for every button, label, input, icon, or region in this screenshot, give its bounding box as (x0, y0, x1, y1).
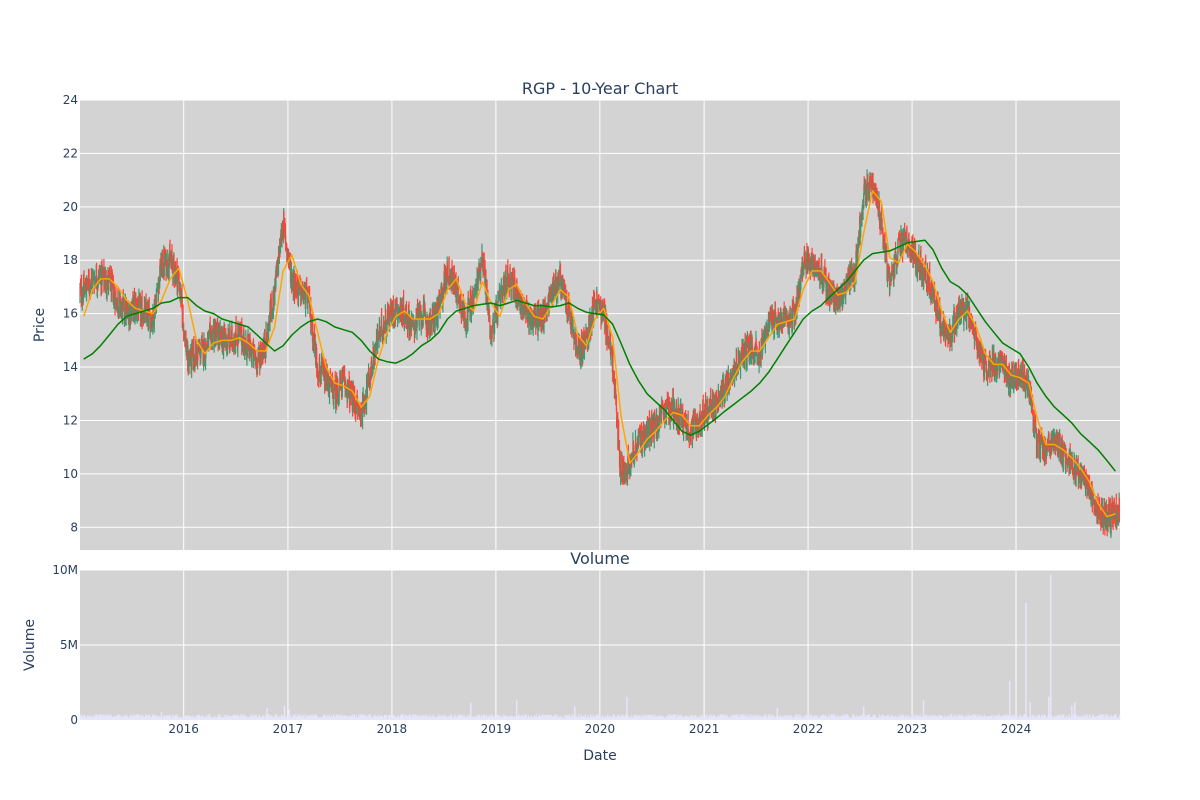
volume-x-tick-label: 2022 (793, 722, 824, 736)
price-y-tick-label: 24 (63, 93, 78, 107)
volume-y-tick-label: 10M (52, 563, 78, 577)
price-y-tick-label: 22 (63, 146, 78, 160)
volume-x-tick-label: 2018 (377, 722, 408, 736)
volume-x-ticks: 2016 2017 2018 2019 2020 2021 2022 2023 2024 (168, 722, 1031, 736)
volume-chart-title: Volume (570, 549, 630, 568)
volume-y-axis-title: Volume (22, 619, 38, 671)
price-y-tick-label: 14 (63, 360, 78, 374)
price-y-tick-label: 20 (63, 200, 78, 214)
price-panel: 8 10 12 14 16 18 20 22 24 RGP - 10-Year Chart Pr… (32, 79, 1121, 550)
price-chart-title: RGP - 10-Year Chart (522, 79, 678, 98)
price-y-tick-label: 10 (63, 467, 78, 481)
price-y-tick-label: 18 (63, 253, 78, 267)
volume-y-tick-label: 0 (70, 713, 78, 727)
price-y-tick-label: 16 (63, 307, 78, 321)
volume-y-tick-label: 5M (60, 638, 78, 652)
price-y-tick-label: 8 (70, 520, 78, 534)
price-y-ticks: 8 10 12 14 16 18 20 22 24 (63, 93, 78, 534)
volume-x-tick-label: 2016 (168, 722, 199, 736)
volume-x-tick-label: 2020 (585, 722, 616, 736)
volume-x-tick-label: 2017 (273, 722, 304, 736)
volume-x-tick-label: 2021 (689, 722, 720, 736)
price-y-tick-label: 12 (63, 413, 78, 427)
volume-bars (79, 574, 1121, 720)
price-moving-averages (82, 190, 1116, 518)
long-moving-average-line (83, 239, 1116, 472)
volume-x-tick-label: 2023 (897, 722, 928, 736)
volume-x-tick-label: 2024 (1001, 722, 1032, 736)
volume-y-ticks: 0 5M 10M (52, 563, 78, 727)
volume-x-axis-title: Date (583, 748, 616, 764)
price-y-axis-title: Price (32, 308, 48, 342)
volume-x-tick-label: 2019 (481, 722, 512, 736)
